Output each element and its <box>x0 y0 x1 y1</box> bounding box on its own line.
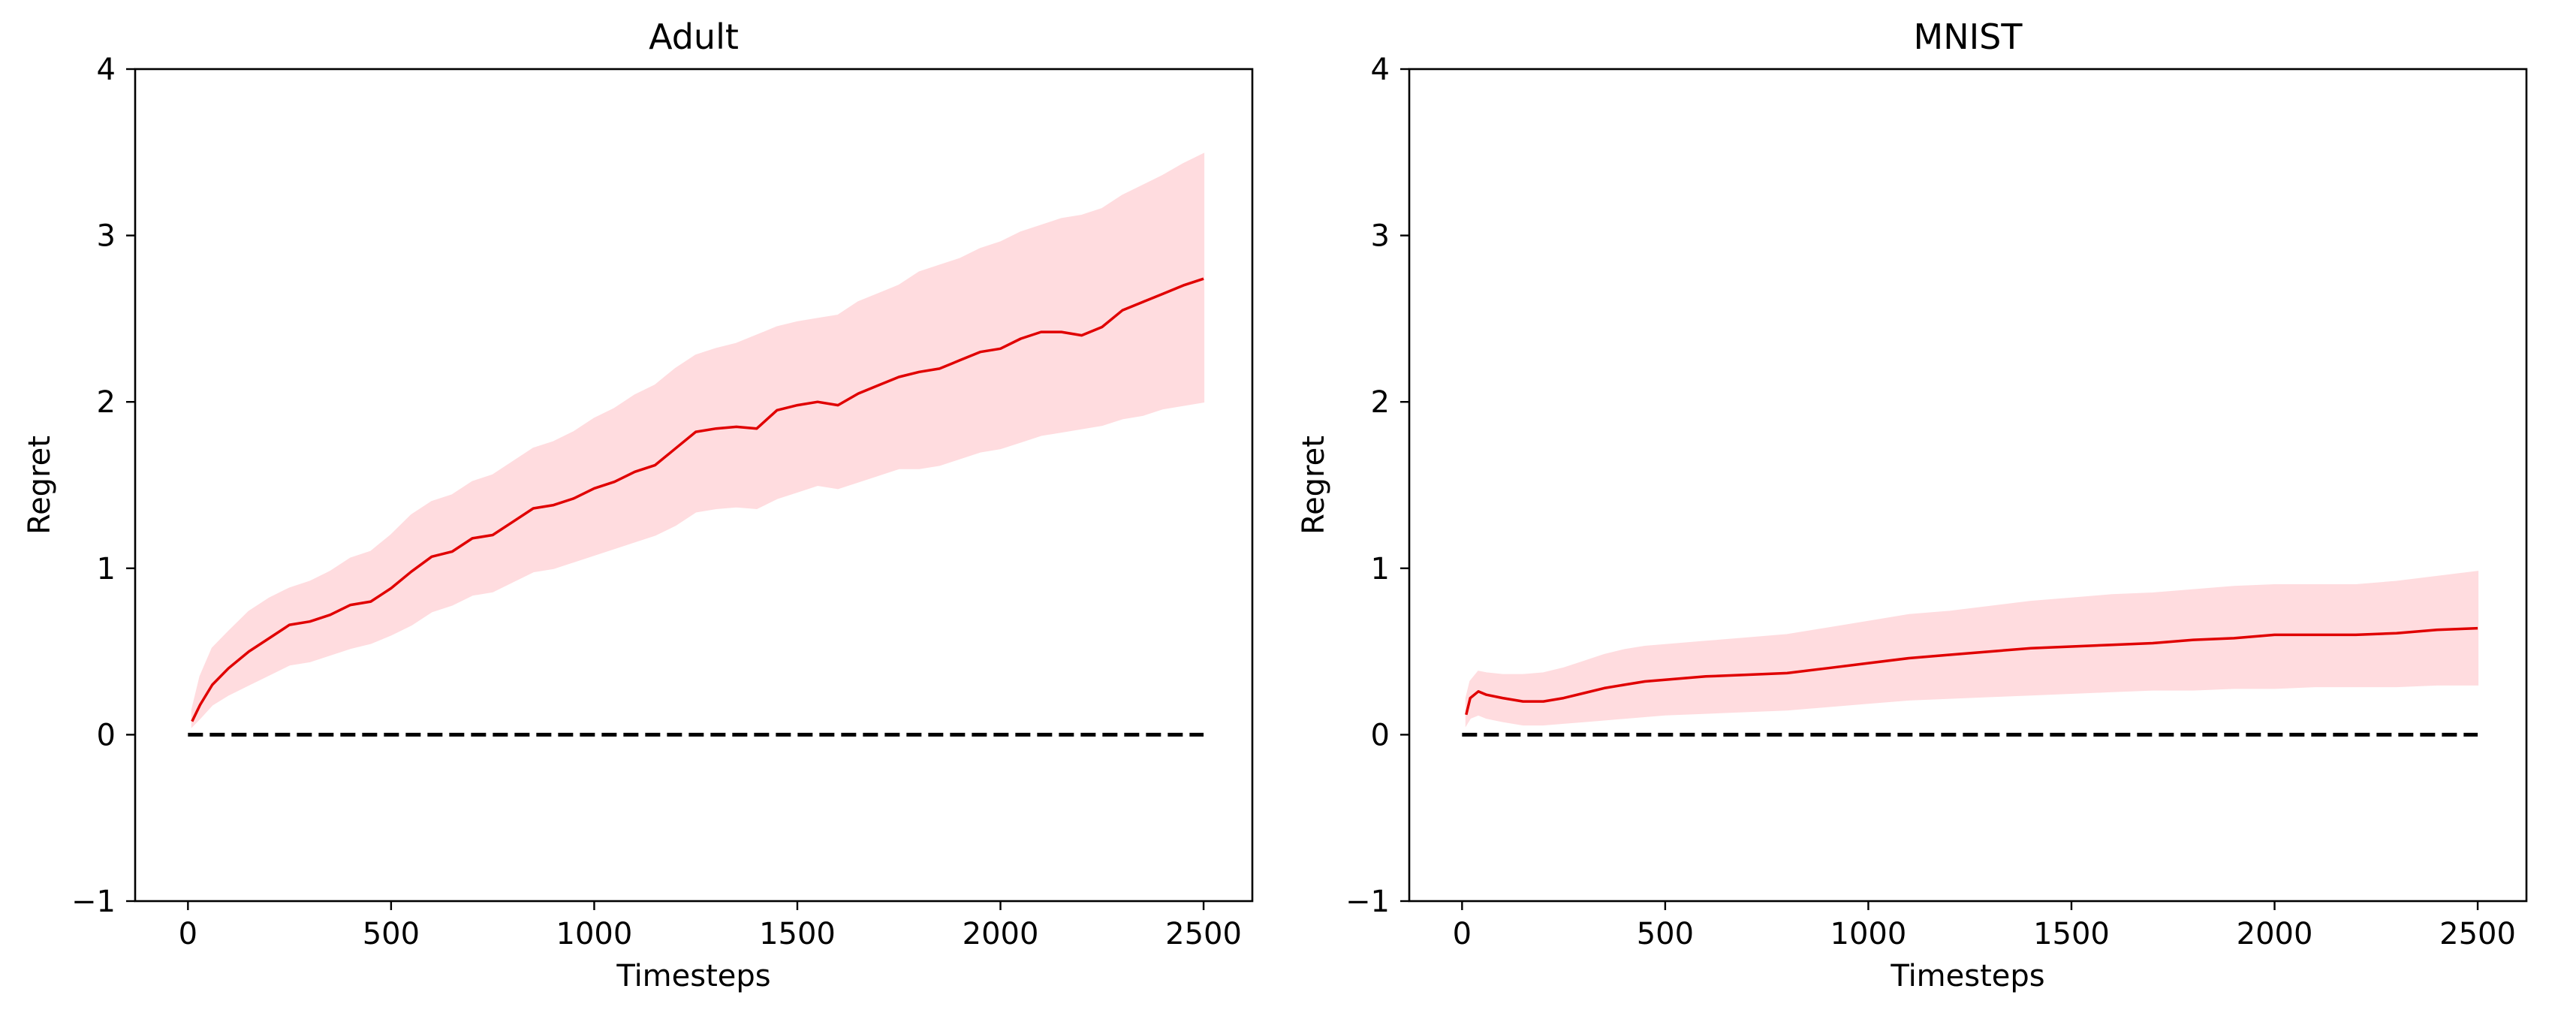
chart-title: MNIST <box>1914 17 2023 57</box>
x-tick-label: 1500 <box>759 917 836 951</box>
confidence-band <box>1465 571 2479 728</box>
y-tick-label: 0 <box>1371 718 1390 752</box>
regret-line <box>191 277 1204 722</box>
y-tick-label: 0 <box>97 718 116 752</box>
y-tick-label: 2 <box>1371 385 1390 420</box>
x-tick-label: 500 <box>363 917 420 951</box>
y-tick-label: 1 <box>1371 552 1390 586</box>
regret-line <box>1465 626 2478 716</box>
x-tick-label: 0 <box>1453 917 1472 951</box>
axes-frame <box>1408 68 2528 903</box>
x-tick-label: 2500 <box>1165 917 1242 951</box>
x-tick-label: 500 <box>1637 917 1694 951</box>
confidence-band <box>191 152 1205 728</box>
y-axis-label: Regret <box>23 436 57 535</box>
x-tick-label: 2000 <box>963 917 1039 951</box>
chart-panel-1: 0 500 1000 1500 2000 2500 −1 0 1 2 3 4 Adult Timestep… <box>23 17 1254 993</box>
chart-panel-2: 0 500 1000 1500 2000 2500 −1 0 1 2 3 4 MNIST Timestep… <box>1297 17 2528 993</box>
y-tick-label: 4 <box>1371 53 1390 87</box>
axes-frame <box>134 68 1254 903</box>
x-tick-label: 1000 <box>1830 917 1907 951</box>
x-axis-label: Timesteps <box>616 959 770 993</box>
y-tick-label: 2 <box>97 385 116 420</box>
x-tick-label: 2000 <box>2237 917 2313 951</box>
y-tick-label: 3 <box>1371 219 1390 254</box>
y-tick-label: 1 <box>97 552 116 586</box>
y-tick-label: −1 <box>71 885 116 919</box>
chart-title: Adult <box>649 17 739 57</box>
x-tick-label: 1500 <box>2033 917 2110 951</box>
y-axis-label: Regret <box>1297 436 1331 535</box>
y-tick-label: 4 <box>97 53 116 87</box>
x-tick-label: 1000 <box>556 917 633 951</box>
x-axis-label: Timesteps <box>1890 959 2044 993</box>
x-tick-label: 0 <box>179 917 197 951</box>
x-tick-label: 2500 <box>2439 917 2516 951</box>
y-tick-label: −1 <box>1345 885 1390 919</box>
y-tick-label: 3 <box>97 219 116 254</box>
